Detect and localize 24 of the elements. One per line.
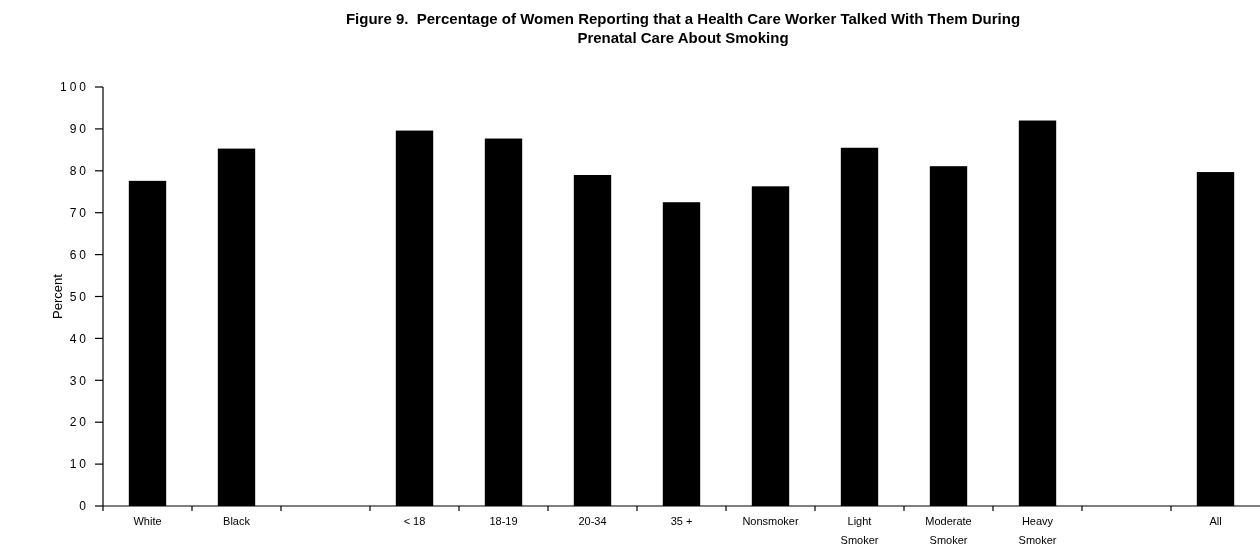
y-tick-label: 40 <box>69 331 89 346</box>
y-tick-label: 60 <box>69 247 89 262</box>
y-axis-title: Percent <box>50 273 65 319</box>
chart-title: Figure 9. Percentage of Women Reporting that a Health Care Worker Talked With Them During Prenatal Care About Smoking <box>345 10 1021 46</box>
y-tick-label: 70 <box>69 205 89 220</box>
x-tick-label: 20-34 <box>578 515 607 527</box>
x-tick-label: < 18 <box>403 515 426 527</box>
y-tick-label: 100 <box>59 80 89 95</box>
y-tick-label: 90 <box>69 122 89 137</box>
y-tick-label: 20 <box>69 415 89 430</box>
x-tick-label: White <box>133 515 162 527</box>
x-tick-label: Moderate Smoker <box>925 515 972 546</box>
x-tick-label: Heavy Smoker <box>1018 515 1057 546</box>
y-tick-label: 30 <box>69 373 89 388</box>
x-tick-label: All <box>1209 515 1222 527</box>
y-tick-label: 10 <box>69 457 89 472</box>
x-tick-label: 35 + <box>670 515 693 527</box>
y-tick-label: 50 <box>69 289 89 304</box>
x-tick-label: 18-19 <box>489 515 518 527</box>
x-tick-label: Nonsmoker <box>742 515 799 527</box>
x-tick-label: Black <box>223 515 251 527</box>
y-tick-label: 80 <box>69 164 89 178</box>
x-tick-label: Light Smoker <box>840 515 879 546</box>
y-tick-label: 0 <box>79 499 89 514</box>
